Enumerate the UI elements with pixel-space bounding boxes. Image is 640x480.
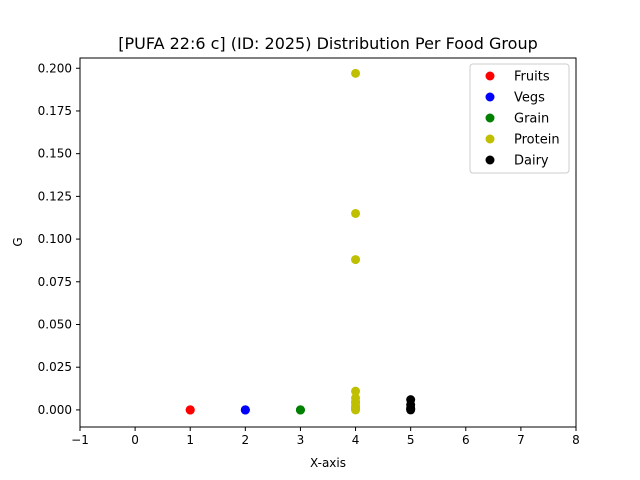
data-point bbox=[351, 255, 361, 265]
legend-label: Protein bbox=[514, 133, 560, 148]
legend-marker bbox=[485, 71, 495, 81]
x-tick-label: 1 bbox=[186, 433, 194, 447]
y-tick-label: 0.050 bbox=[38, 318, 72, 332]
data-point bbox=[351, 386, 361, 396]
legend: Fruits Vegs Grain Protein Dairy bbox=[469, 63, 570, 174]
data-point bbox=[351, 208, 361, 218]
series-protein bbox=[351, 68, 361, 415]
data-point bbox=[351, 68, 361, 78]
data-point bbox=[295, 405, 305, 415]
plot-frame bbox=[79, 57, 577, 428]
x-tick-label: 7 bbox=[517, 433, 525, 447]
series-grain bbox=[295, 405, 305, 415]
data-point bbox=[351, 405, 361, 415]
legend-box bbox=[469, 63, 570, 174]
data-point bbox=[406, 405, 416, 415]
series-fruits bbox=[185, 405, 195, 415]
y-tick-label: 0.025 bbox=[38, 360, 72, 374]
legend-label: Grain bbox=[514, 112, 549, 127]
y-tick-label: 0.000 bbox=[38, 403, 72, 417]
legend-label: Vegs bbox=[514, 91, 545, 106]
series-vegs bbox=[240, 405, 250, 415]
series-dairy bbox=[406, 395, 416, 415]
y-tick-label: 0.075 bbox=[38, 275, 72, 289]
x-tick-label: −1 bbox=[71, 433, 89, 447]
data-points bbox=[185, 68, 416, 415]
y-tick-label: 0.125 bbox=[38, 189, 72, 203]
data-point bbox=[240, 405, 250, 415]
y-tick-label: 0.150 bbox=[38, 147, 72, 161]
axes: −1 0 1 2 3 4 5 6 7 8 0.000 0.025 0.050 0.075 0.100 0.12… bbox=[38, 57, 580, 447]
x-tick-label: 5 bbox=[407, 433, 415, 447]
x-axis-label: X-axis bbox=[310, 456, 346, 470]
legend-marker bbox=[485, 92, 495, 102]
legend-label: Fruits bbox=[514, 70, 550, 85]
y-tick-label: 0.175 bbox=[38, 104, 72, 118]
x-tick-label: 8 bbox=[572, 433, 580, 447]
legend-marker bbox=[485, 155, 495, 165]
data-point bbox=[185, 405, 195, 415]
y-tick-label: 0.100 bbox=[38, 232, 72, 246]
x-tick-label: 4 bbox=[352, 433, 360, 447]
legend-label: Dairy bbox=[514, 154, 549, 169]
legend-marker bbox=[485, 113, 495, 123]
chart-title: [PUFA 22:6 c] (ID: 2025) Distribution Pe… bbox=[118, 34, 538, 53]
x-tick-label: 3 bbox=[297, 433, 305, 447]
legend-marker bbox=[485, 134, 495, 144]
y-axis-label: G bbox=[11, 237, 25, 246]
x-tick-label: 6 bbox=[462, 433, 470, 447]
x-tick-label: 2 bbox=[242, 433, 250, 447]
x-tick-label: 0 bbox=[131, 433, 139, 447]
y-tick-label: 0.200 bbox=[38, 61, 72, 75]
